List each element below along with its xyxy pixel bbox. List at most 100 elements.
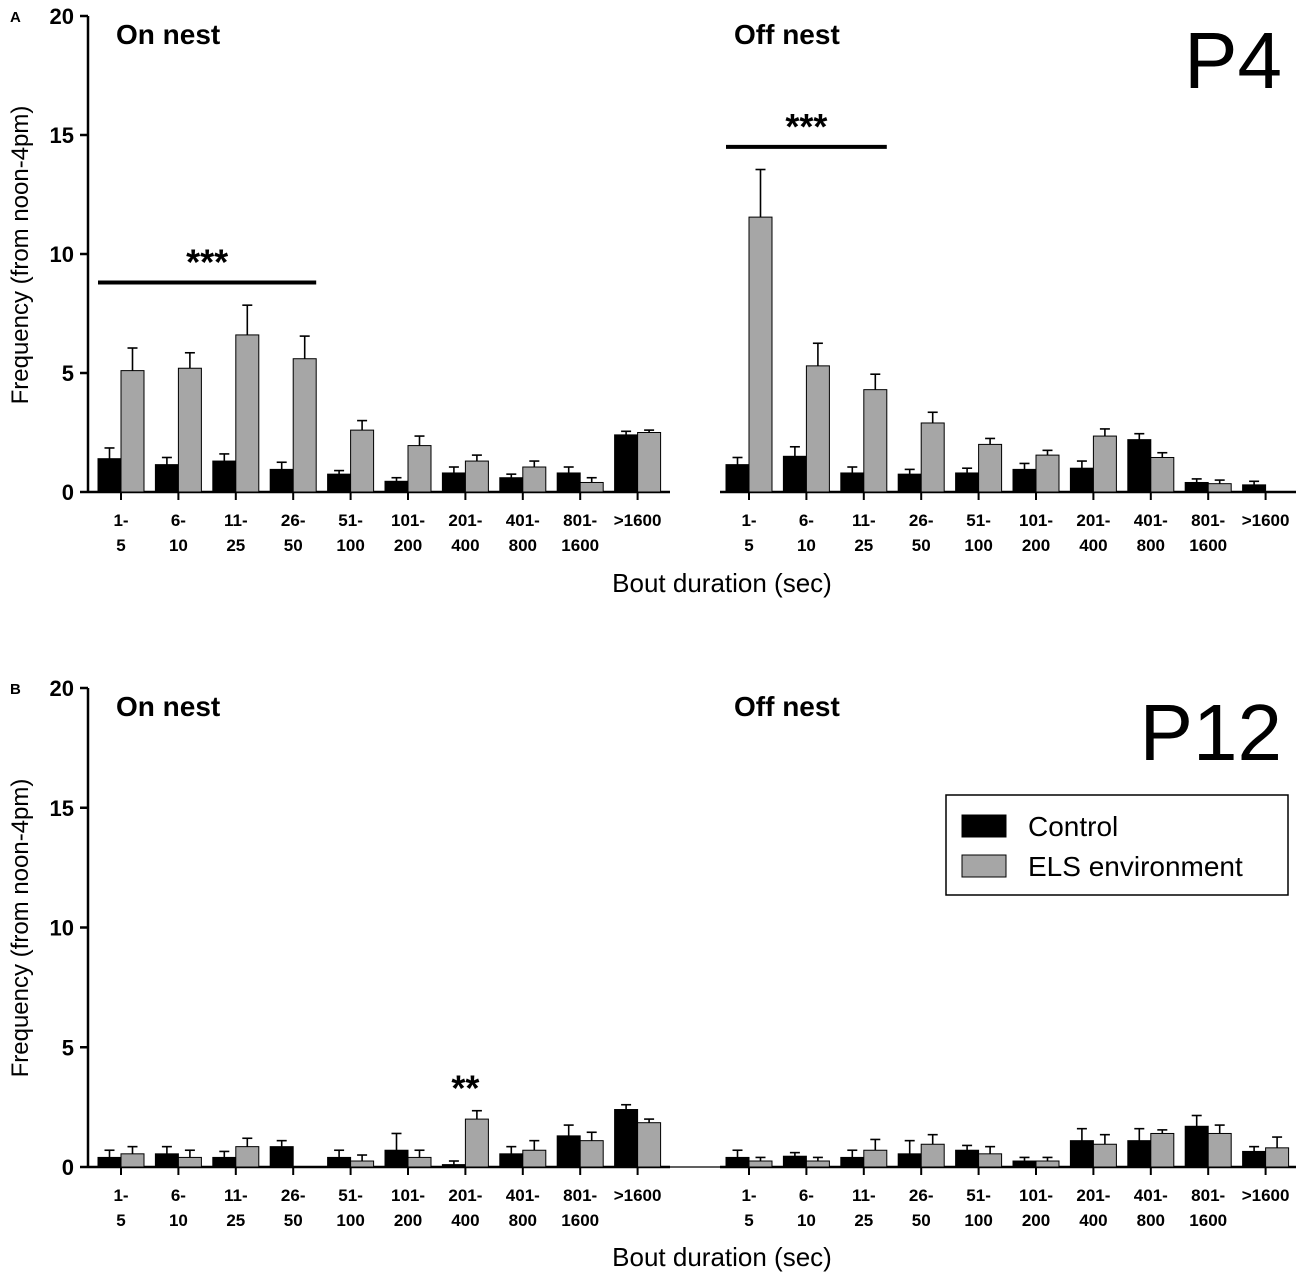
panel-a-letter: A — [10, 9, 21, 26]
bar-control — [154, 1153, 179, 1168]
x-tick-label: 50 — [284, 536, 303, 555]
bar-control — [725, 1156, 750, 1168]
bar-els — [235, 334, 260, 493]
x-tick-label: 5 — [744, 1211, 753, 1230]
bar-els — [863, 389, 888, 493]
bar-control — [1012, 468, 1037, 493]
x-tick-label: 1600 — [1189, 1211, 1227, 1230]
x-tick-label: 101- — [391, 511, 425, 530]
x-tick-label: 200 — [1022, 1211, 1050, 1230]
bar-els — [407, 1156, 432, 1168]
x-tick-label: 50 — [912, 536, 931, 555]
bar-els — [978, 1153, 1003, 1168]
legend-label-control: Control — [1028, 811, 1118, 842]
bar-control — [897, 473, 922, 493]
bar-control — [1184, 1125, 1209, 1168]
x-tick-label: 5 — [116, 1211, 125, 1230]
x-tick-label: 11- — [852, 511, 876, 530]
bar-control — [384, 480, 409, 493]
x-tick-label: 26- — [281, 511, 306, 530]
bar-els — [1035, 1160, 1060, 1168]
x-tick-label: 25 — [854, 1211, 873, 1230]
bar-els — [120, 370, 145, 493]
x-tick-label: 51- — [966, 511, 991, 530]
y-tick-label: 10 — [50, 242, 74, 267]
bar-control — [1127, 439, 1152, 493]
bar-els — [292, 358, 317, 493]
bar-control — [327, 473, 352, 493]
x-tick-label: 201- — [1076, 1186, 1110, 1205]
bar-els — [120, 1153, 145, 1168]
x-tick-label: 201- — [1076, 511, 1110, 530]
x-tick-label: 26- — [909, 1186, 934, 1205]
bar-control — [840, 472, 865, 493]
bar-control — [1242, 484, 1267, 493]
y-tick-label: 5 — [62, 1035, 74, 1060]
x-tick-label: 100 — [336, 536, 364, 555]
x-tick-label: 6- — [799, 1186, 814, 1205]
panel-a-y-axis-label: Frequency (from noon-4pm) — [7, 106, 34, 405]
bar-els — [748, 1160, 773, 1168]
x-tick-label: 1- — [113, 1186, 128, 1205]
panel-a-off-nest-title: Off nest — [734, 19, 840, 50]
x-tick-label: >1600 — [614, 511, 662, 530]
x-tick-label: 10 — [169, 536, 188, 555]
significance-stars: ** — [451, 1068, 479, 1109]
bar-control — [154, 464, 179, 493]
x-tick-label: 801- — [563, 511, 597, 530]
bar-els — [1092, 1143, 1117, 1168]
bar-els — [1207, 483, 1232, 493]
bar-control — [840, 1156, 865, 1168]
bar-control — [499, 477, 524, 493]
x-tick-label: 6- — [799, 511, 814, 530]
bar-els — [1092, 435, 1117, 493]
panel-b-on-nest-title: On nest — [116, 691, 220, 722]
panel-a-age-label: P4 — [1184, 16, 1282, 105]
x-tick-label: 200 — [394, 1211, 422, 1230]
x-tick-label: 401- — [1134, 1186, 1168, 1205]
bar-els — [177, 367, 202, 493]
x-tick-label: 6- — [171, 511, 186, 530]
x-tick-label: 101- — [391, 1186, 425, 1205]
bar-control — [955, 1149, 980, 1168]
bar-control — [725, 464, 750, 493]
panel-b-age-label: P12 — [1140, 688, 1282, 777]
y-tick-label: 15 — [50, 796, 74, 821]
x-tick-label: 400 — [451, 1211, 479, 1230]
x-tick-label: 200 — [394, 536, 422, 555]
x-tick-label: 1- — [113, 511, 128, 530]
x-tick-label: 801- — [1191, 1186, 1225, 1205]
bar-control — [269, 468, 294, 493]
x-tick-label: 25 — [854, 536, 873, 555]
bar-els — [235, 1146, 260, 1168]
bar-control — [1069, 467, 1094, 493]
x-tick-label: 400 — [451, 536, 479, 555]
bar-els — [1150, 1132, 1175, 1168]
x-tick-label: 11- — [224, 511, 248, 530]
x-tick-label: 1600 — [561, 1211, 599, 1230]
bar-els — [464, 460, 489, 493]
x-tick-label: 1- — [741, 511, 756, 530]
x-tick-label: 401- — [506, 1186, 540, 1205]
bar-control — [782, 455, 807, 493]
bar-control — [212, 1156, 237, 1168]
bar-control — [269, 1146, 294, 1168]
bar-control — [614, 434, 639, 493]
bar-els — [978, 443, 1003, 493]
bar-control — [782, 1155, 807, 1168]
bar-els — [1035, 454, 1060, 493]
bar-control — [97, 458, 122, 493]
bar-control — [97, 1156, 122, 1168]
bar-control — [1242, 1150, 1267, 1168]
x-tick-label: 11- — [224, 1186, 248, 1205]
x-tick-label: 5 — [116, 536, 125, 555]
x-tick-label: >1600 — [614, 1186, 662, 1205]
x-tick-label: 800 — [1137, 536, 1165, 555]
bar-control — [1184, 481, 1209, 493]
panel-b-letter: B — [10, 681, 21, 698]
x-tick-label: 10 — [797, 1211, 816, 1230]
bar-els — [637, 1122, 662, 1168]
panel-a-chart: A P4 On nest Off nest Frequency (from no… — [7, 4, 1296, 598]
bar-control — [499, 1153, 524, 1168]
